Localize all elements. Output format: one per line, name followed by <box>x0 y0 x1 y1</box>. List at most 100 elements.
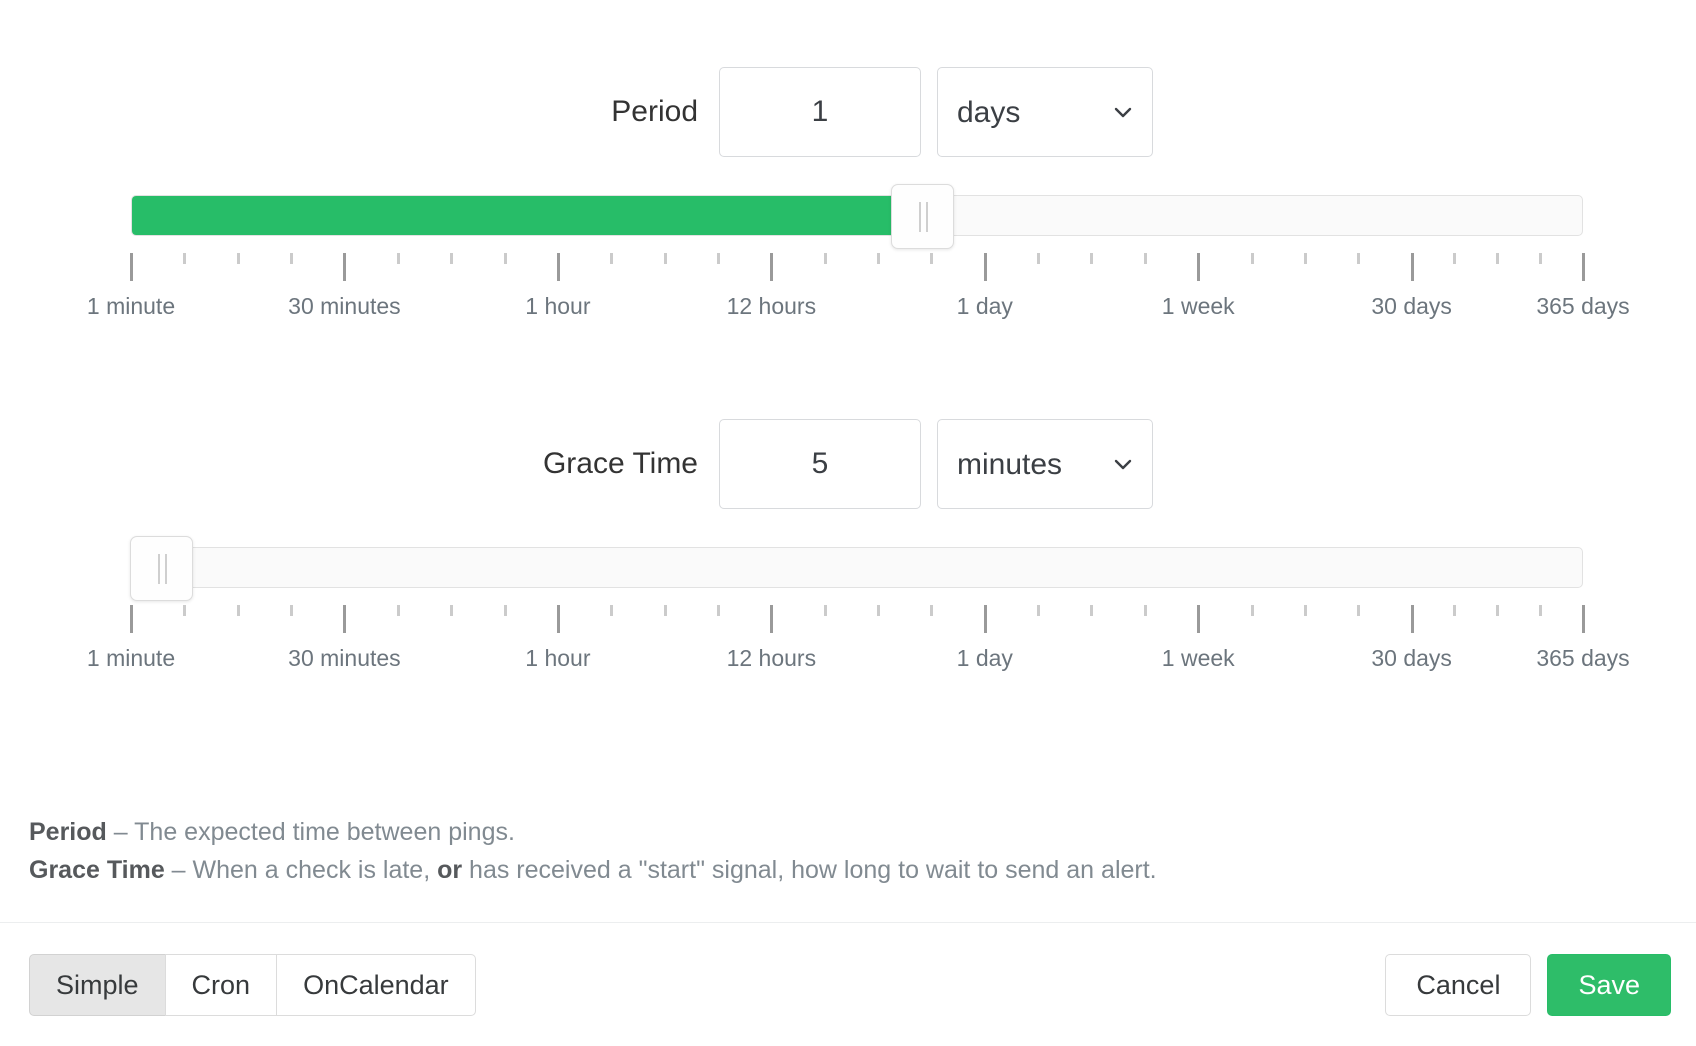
ruler-tick-minor <box>1037 253 1041 264</box>
ruler-tick-minor <box>1539 605 1543 616</box>
ruler-tick-minor <box>716 605 720 616</box>
ruler-tick-major <box>343 605 347 633</box>
ruler-tick-major <box>983 605 987 633</box>
ruler-tick-major <box>1410 253 1414 281</box>
ruler-tick-minor <box>396 253 400 264</box>
ruler-tick-label: 30 minutes <box>288 645 401 671</box>
grip-line-icon <box>919 201 922 232</box>
ruler-tick-label: 1 minute <box>86 645 176 671</box>
ruler-tick-major <box>130 605 133 633</box>
chevron-down-icon <box>1112 101 1134 123</box>
grace-slider-group: 1 minute 30 minutes 1 hour 12 hours 1 day 1 w… <box>87 536 1630 673</box>
ruler-tick-minor <box>663 605 667 616</box>
ruler-tick-label: 365 days <box>1536 293 1630 319</box>
grace-label: Grace Time <box>542 447 698 480</box>
ruler-tick-major <box>1197 253 1201 281</box>
grip-line-icon <box>926 201 929 232</box>
ruler-tick-label: 12 hours <box>726 293 817 319</box>
period-unit-value: days <box>957 96 1021 129</box>
ruler-tick-minor <box>1143 253 1147 264</box>
grace-slider-track[interactable] <box>130 536 1583 601</box>
ruler-tick-minor <box>610 605 614 616</box>
grace-field-row: Grace Time minutes <box>0 419 1696 509</box>
grace-help-text-2: has received a "start" signal, how long … <box>462 856 1157 884</box>
ruler-tick-minor <box>236 253 240 264</box>
ruler-tick-minor <box>1143 605 1147 616</box>
ruler-tick-minor <box>663 253 667 264</box>
dialog-footer: Simple Cron OnCalendar Cancel Save <box>0 922 1696 1046</box>
period-slider-group: 1 minute 30 minutes 1 hour 12 hours 1 day 1 w… <box>87 184 1630 321</box>
period-slider-track[interactable] <box>131 184 1583 249</box>
ruler-tick-label: 1 hour <box>525 293 591 319</box>
ruler-tick-minor <box>877 605 881 616</box>
ruler-tick-minor <box>877 253 881 264</box>
ruler-tick-minor <box>1539 253 1543 264</box>
ruler-tick-label: 1 week <box>1161 293 1235 319</box>
ruler-tick-minor <box>396 605 400 616</box>
ruler-tick-label: 30 minutes <box>288 293 401 319</box>
period-slider-handle[interactable] <box>891 184 955 249</box>
period-ruler-labels: 1 minute 30 minutes 1 hour 12 hours 1 day 1 w… <box>87 291 1630 321</box>
ruler-tick-label: 30 days <box>1371 645 1452 671</box>
ruler-tick-minor <box>1037 605 1041 616</box>
grip-line-icon <box>158 553 160 584</box>
save-button[interactable]: Save <box>1547 954 1671 1016</box>
cancel-button[interactable]: Cancel <box>1385 954 1532 1016</box>
ruler-tick-major <box>1410 605 1414 633</box>
grace-ruler-labels: 1 minute 30 minutes 1 hour 12 hours 1 day 1 w… <box>87 643 1630 673</box>
ruler-tick-minor <box>290 605 294 616</box>
schedule-editor-body: Period days 1 minute 30 minutes 1 hour 12 h… <box>0 67 1696 891</box>
chevron-down-icon <box>1112 453 1134 475</box>
ruler-tick-minor <box>503 253 507 264</box>
ruler-tick-minor <box>716 253 720 264</box>
period-slider-fill <box>132 196 923 235</box>
ruler-tick-minor <box>1357 605 1361 616</box>
grace-help-term: Grace Time <box>29 856 165 884</box>
mode-button-cron[interactable]: Cron <box>164 954 278 1016</box>
ruler-tick-label: 1 day <box>956 293 1013 319</box>
ruler-tick-major <box>770 253 774 281</box>
period-label: Period <box>611 95 698 128</box>
period-unit-select[interactable]: days <box>937 67 1153 157</box>
grace-help-line: Grace Time – When a check is late, or ha… <box>29 850 1157 891</box>
ruler-tick-label: 365 days <box>1536 645 1630 671</box>
ruler-tick-major <box>1197 605 1201 633</box>
grace-help-dash: – <box>164 856 193 884</box>
period-value-input[interactable] <box>719 67 921 157</box>
ruler-tick-minor <box>450 605 454 616</box>
ruler-tick-major <box>556 253 560 281</box>
grace-help-or: or <box>437 856 463 884</box>
ruler-tick-minor <box>823 253 827 264</box>
period-ruler-ticks <box>130 253 1585 287</box>
ruler-tick-label: 1 week <box>1161 645 1235 671</box>
ruler-tick-minor <box>1303 605 1307 616</box>
period-help-term: Period <box>29 818 107 846</box>
ruler-tick-major <box>556 605 560 633</box>
period-help-line: Period – The expected time between pings… <box>29 812 515 853</box>
ruler-tick-major <box>770 605 774 633</box>
mode-button-oncalendar[interactable]: OnCalendar <box>276 954 476 1016</box>
grace-unit-value: minutes <box>957 448 1063 481</box>
ruler-tick-label: 1 day <box>956 645 1013 671</box>
ruler-tick-minor <box>930 605 934 616</box>
grace-help-text-1: When a check is late, <box>192 856 438 884</box>
ruler-tick-major <box>983 253 987 281</box>
mode-button-simple[interactable]: Simple <box>29 954 166 1016</box>
ruler-tick-minor <box>1303 253 1307 264</box>
ruler-tick-label: 1 hour <box>525 645 591 671</box>
ruler-tick-major <box>1582 605 1585 633</box>
grace-value-input[interactable] <box>719 419 921 509</box>
ruler-tick-minor <box>1357 253 1361 264</box>
grace-slider-handle[interactable] <box>130 536 193 601</box>
ruler-tick-minor <box>450 253 454 264</box>
schedule-mode-button-group: Simple Cron OnCalendar <box>29 954 476 1016</box>
ruler-tick-minor <box>1090 605 1094 616</box>
ruler-tick-minor <box>503 605 507 616</box>
period-field-row: Period days <box>0 67 1696 157</box>
grace-unit-select[interactable]: minutes <box>937 419 1153 509</box>
ruler-tick-minor <box>1090 253 1094 264</box>
ruler-tick-major <box>1582 253 1585 281</box>
period-help-text: The expected time between pings. <box>134 818 515 846</box>
ruler-tick-minor <box>1250 605 1254 616</box>
footer-actions: Cancel Save <box>1385 954 1671 1016</box>
